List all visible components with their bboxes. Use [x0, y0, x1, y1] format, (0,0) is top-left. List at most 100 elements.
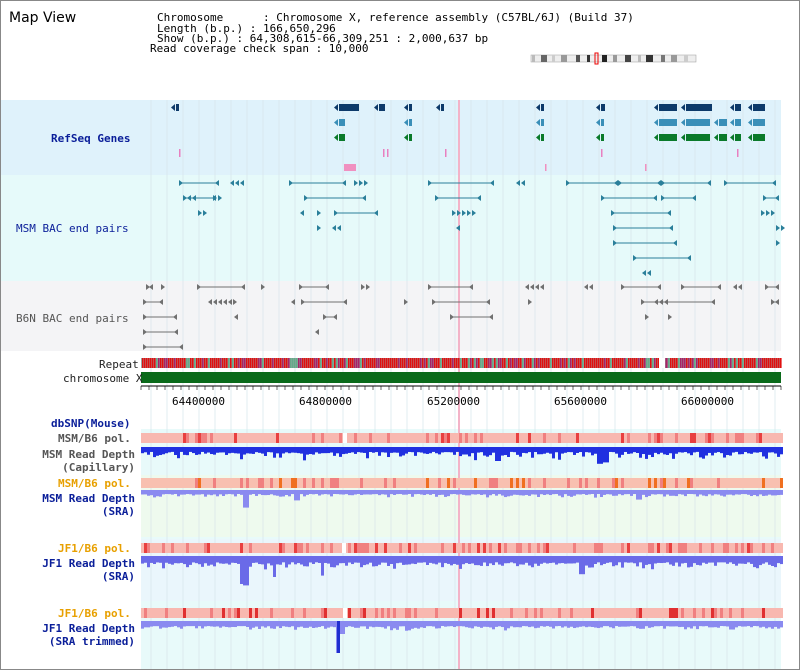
polymorphism-cell — [315, 433, 318, 443]
polymorphism-cell — [165, 478, 168, 488]
polymorphism-cell — [771, 433, 774, 443]
read-depth-bar — [663, 556, 666, 563]
polymorphism-cell — [543, 478, 546, 488]
read-depth-bar — [702, 621, 705, 627]
polymorphism-cell — [354, 543, 357, 553]
polymorphism-cell — [648, 478, 651, 488]
read-depth-bar — [255, 621, 258, 627]
track-label-dbsnp[interactable]: dbSNP(Mouse) — [51, 417, 131, 430]
bac-end-marker — [611, 210, 615, 216]
read-depth-bar — [180, 621, 183, 629]
read-depth-bar — [465, 621, 468, 628]
read-depth-bar — [198, 447, 201, 455]
read-depth-bar — [345, 621, 348, 628]
read-depth-bar — [738, 556, 741, 564]
bac-end-marker — [317, 225, 321, 231]
bac-end-marker — [337, 225, 341, 231]
polymorphism-cell — [405, 608, 408, 618]
polymorphism-cell — [696, 433, 699, 443]
polymorphism-cell — [225, 543, 228, 553]
read-depth-bar — [153, 556, 156, 565]
read-depth-bar — [768, 621, 771, 628]
polymorphism-cell — [579, 433, 582, 443]
track-label-jf1-pol-2[interactable]: JF1/B6 pol. — [58, 607, 131, 620]
repeat-element — [598, 358, 600, 368]
read-depth-bar — [699, 556, 702, 566]
read-depth-bar — [678, 490, 681, 495]
bac-end-marker — [664, 299, 668, 305]
read-depth-bar — [330, 621, 333, 627]
bac-end-marker — [215, 180, 219, 186]
read-depth-bar — [531, 621, 534, 627]
track-label-jf1-pol-1[interactable]: JF1/B6 pol. — [58, 542, 131, 555]
polymorphism-cell — [156, 543, 159, 553]
track-label-repeat[interactable]: Repeat — [99, 358, 139, 371]
repeat-element — [164, 358, 166, 368]
read-depth-bar — [672, 447, 675, 459]
polymorphism-cell — [255, 433, 258, 443]
polymorphism-cell — [537, 433, 540, 443]
repeat-element — [178, 358, 180, 368]
track-label-refseq[interactable]: RefSeq Genes — [51, 132, 131, 145]
read-depth-bar — [510, 556, 513, 563]
track-label-msm-pol-1[interactable]: MSM/B6 pol. — [58, 432, 131, 445]
track-label-b6n-bac[interactable]: B6N BAC end pairs — [16, 312, 129, 325]
repeat-element — [260, 358, 262, 368]
read-depth-bar — [759, 490, 762, 495]
read-depth-bar — [339, 556, 342, 564]
read-depth-bar — [573, 621, 576, 629]
track-label-msm-depth-capillary[interactable]: MSM Read Depth — [42, 448, 135, 461]
polymorphism-cell — [267, 608, 270, 618]
repeat-element — [356, 358, 358, 368]
refseq-gene — [601, 104, 605, 111]
repeat-element — [770, 358, 772, 368]
polymorphism-cell — [621, 433, 624, 443]
read-depth-bar — [492, 447, 495, 453]
track-label-jf1-depth-trimmed[interactable]: JF1 Read Depth — [42, 622, 135, 635]
polymorphism-cell — [465, 608, 468, 618]
gene-direction-arrow — [699, 119, 703, 126]
polymorphism-cell — [354, 433, 357, 443]
read-depth-bar — [651, 447, 654, 458]
bac-end-marker — [673, 240, 677, 246]
polymorphism-cell — [240, 478, 243, 488]
read-depth-bar — [459, 447, 462, 457]
read-depth-bar — [369, 490, 372, 495]
bac-end-marker — [428, 284, 432, 290]
repeat-element — [678, 358, 680, 368]
polymorphism-cell — [618, 478, 621, 488]
track-label-msm-bac[interactable]: MSM BAC end pairs — [16, 222, 129, 235]
track-label-msm-depth-sra[interactable]: MSM Read Depth — [42, 492, 135, 505]
read-depth-bar — [519, 556, 522, 565]
read-depth-bar — [342, 556, 345, 564]
polymorphism-cell — [654, 478, 657, 488]
read-depth-bar — [516, 447, 519, 455]
repeat-element — [702, 358, 704, 368]
polymorphism-cell — [525, 543, 528, 553]
track-label-jf1-depth[interactable]: JF1 Read Depth — [42, 557, 135, 570]
read-depth-bar — [537, 621, 540, 628]
repeat-element — [450, 358, 452, 368]
read-depth-bar — [603, 556, 606, 564]
read-depth-bar — [570, 490, 573, 497]
polymorphism-cell — [495, 608, 498, 618]
polymorphism-cell — [582, 433, 585, 443]
polymorphism-cell — [447, 433, 450, 443]
read-depth-bar — [561, 556, 564, 564]
read-depth-bar — [753, 556, 756, 568]
track-label-msm-pol-2[interactable]: MSM/B6 pol. — [58, 477, 131, 490]
repeat-element — [716, 358, 718, 368]
read-depth-bar — [582, 556, 585, 575]
repeat-element — [588, 358, 590, 368]
repeat-element — [410, 358, 412, 368]
read-depth-bar — [243, 621, 246, 627]
polymorphism-cell — [486, 433, 489, 443]
repeat-element — [286, 358, 288, 368]
track-label-chromosome[interactable]: chromosome X — [63, 372, 143, 385]
bac-end-marker — [681, 284, 685, 290]
repeat-element — [314, 358, 316, 368]
read-depth-bar — [642, 447, 645, 455]
repeat-element — [276, 358, 278, 368]
